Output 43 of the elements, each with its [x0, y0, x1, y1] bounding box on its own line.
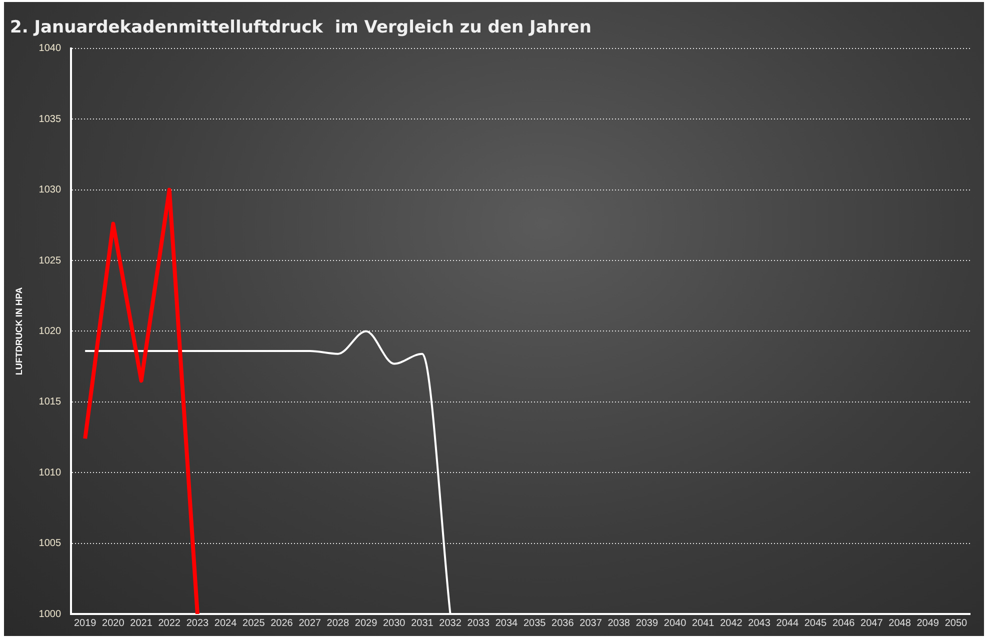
- y-tick-label: 1020: [38, 326, 62, 337]
- x-tick-label: 2046: [832, 618, 856, 629]
- x-tick-label: 2048: [888, 618, 912, 629]
- x-tick-label: 2029: [354, 618, 378, 629]
- x-tick-label: 2024: [214, 618, 238, 629]
- x-tick-label: 2039: [636, 618, 658, 629]
- y-tick-label: 1015: [38, 396, 62, 408]
- x-tick-label: 2041: [692, 618, 715, 629]
- x-tick-label: 2022: [158, 618, 181, 629]
- x-tick-label: 2019: [74, 618, 97, 629]
- y-tick-label: 1030: [38, 184, 62, 196]
- y-tick-label: 1005: [38, 538, 62, 550]
- x-tick-label: 2031: [411, 618, 434, 629]
- x-tick-label: 2050: [944, 618, 968, 629]
- x-tick-label: 2047: [860, 618, 884, 629]
- x-tick-label: 2033: [467, 618, 490, 629]
- x-tick-label: 2028: [326, 618, 350, 629]
- y-tick-label: 1010: [38, 467, 62, 478]
- x-tick-label: 2026: [270, 618, 294, 629]
- y-tick-label: 1000: [38, 608, 62, 620]
- y-tick-label: 1025: [38, 255, 62, 266]
- x-tick-label: 2027: [298, 618, 322, 629]
- x-tick-label: 2043: [748, 618, 771, 629]
- x-tick-label: 2040: [664, 618, 687, 629]
- x-tick-label: 2025: [242, 618, 266, 629]
- x-tick-label: 2038: [608, 618, 630, 629]
- x-tick-label: 2034: [495, 618, 518, 629]
- x-tick-label: 2037: [580, 618, 602, 629]
- x-tick-label: 2030: [382, 618, 406, 629]
- x-tick-label: 2021: [130, 618, 153, 629]
- x-tick-label: 2045: [804, 618, 828, 629]
- x-tick-label: 2023: [186, 618, 210, 629]
- y-axis-title: LUFTDRUCK IN HPA: [14, 286, 24, 376]
- x-tick-label: 2020: [102, 618, 125, 629]
- x-tick-label: 2036: [552, 618, 574, 629]
- x-tick-label: 2049: [916, 618, 940, 629]
- chart-title: 2. Januardekadenmittelluftdruck im Vergleich zu den Jahren: [10, 18, 592, 38]
- x-tick-label: 2044: [776, 618, 799, 629]
- x-tick-label: 2035: [523, 618, 546, 629]
- x-tick-label: 2032: [439, 618, 462, 629]
- y-tick-label: 1035: [38, 114, 62, 125]
- x-tick-label: 2042: [720, 618, 743, 629]
- y-tick-label: 1040: [38, 43, 62, 54]
